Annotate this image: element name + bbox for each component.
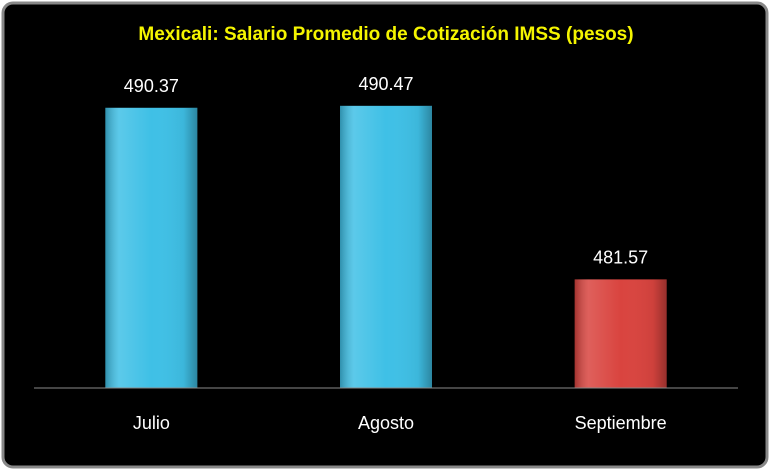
x-tick-label: Septiembre <box>575 413 667 433</box>
bar <box>105 107 198 388</box>
x-tick-label: Julio <box>133 413 170 433</box>
bar <box>340 105 432 389</box>
chart-title: Mexicali: Salario Promedio de Cotización… <box>138 24 633 45</box>
bar <box>574 279 667 388</box>
x-tick-label: Agosto <box>358 413 414 433</box>
data-label: 490.37 <box>124 76 179 96</box>
data-label: 490.47 <box>358 74 413 94</box>
data-label: 481.57 <box>593 247 648 267</box>
